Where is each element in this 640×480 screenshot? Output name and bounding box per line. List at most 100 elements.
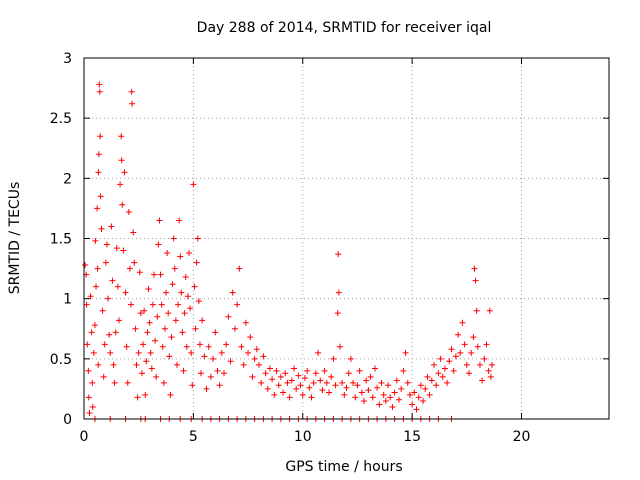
data-point (114, 283, 121, 290)
data-point (358, 389, 365, 396)
y-tick-label: 2 (63, 171, 72, 187)
y-tick-label: 0 (63, 412, 72, 428)
data-point (356, 367, 363, 374)
data-point (158, 301, 165, 308)
data-point (193, 259, 200, 266)
data-point (402, 349, 409, 356)
data-point (140, 341, 147, 348)
data-point (136, 269, 143, 276)
data-point (106, 331, 113, 338)
y-tick-label: 2.5 (50, 111, 72, 127)
data-point (472, 277, 479, 284)
data-point (286, 394, 293, 401)
data-point (153, 373, 160, 380)
data-point (120, 247, 127, 254)
data-point (163, 289, 170, 296)
data-point (354, 382, 361, 389)
data-point (172, 317, 179, 324)
data-point (295, 372, 302, 379)
data-point (413, 406, 420, 413)
data-point (481, 355, 488, 362)
data-point (280, 389, 287, 396)
data-point (282, 370, 289, 377)
data-point (271, 391, 278, 398)
data-point (107, 349, 114, 356)
data-point (398, 385, 405, 392)
data-point (157, 271, 164, 278)
data-point (149, 301, 156, 308)
data-point (110, 361, 117, 368)
data-point (468, 349, 475, 356)
data-point (473, 307, 480, 314)
data-point (124, 379, 131, 386)
data-point (264, 385, 271, 392)
data-point (304, 367, 311, 374)
data-point (123, 343, 130, 350)
data-point (350, 379, 357, 386)
data-point (347, 355, 354, 362)
data-point (411, 389, 418, 396)
data-point (187, 305, 194, 312)
data-point (450, 367, 457, 374)
data-point (435, 370, 442, 377)
data-point (89, 379, 96, 386)
data-point (374, 384, 381, 391)
data-point (426, 391, 433, 398)
data-point (121, 169, 128, 176)
data-point (236, 265, 243, 272)
data-point (154, 313, 161, 320)
data-point (151, 271, 157, 278)
data-point (297, 382, 304, 389)
data-point (152, 337, 159, 344)
data-point (85, 367, 92, 374)
data-point (86, 409, 93, 416)
data-point (168, 334, 175, 341)
data-point (376, 401, 383, 408)
data-point (182, 274, 189, 281)
data-point (173, 361, 180, 368)
data-point (95, 151, 102, 158)
data-point (166, 353, 173, 360)
data-point (159, 343, 166, 350)
data-point (315, 349, 322, 356)
data-point (343, 384, 350, 391)
data-point (91, 322, 98, 329)
data-point (369, 394, 376, 401)
data-point (284, 379, 291, 386)
data-point (125, 209, 132, 216)
data-point (275, 382, 282, 389)
data-point (231, 325, 238, 332)
data-point (273, 367, 280, 374)
data-point (448, 346, 455, 353)
data-point (334, 310, 341, 317)
data-point (160, 379, 167, 386)
data-point (306, 384, 313, 391)
data-point (95, 361, 102, 368)
data-point (424, 373, 431, 380)
data-point (466, 370, 472, 377)
data-point (256, 361, 262, 368)
data-point (476, 361, 483, 368)
data-point (400, 367, 407, 374)
data-point (85, 394, 92, 401)
data-point (103, 241, 110, 248)
data-point (330, 355, 337, 362)
data-point (251, 355, 258, 362)
data-point (422, 385, 429, 392)
data-point (181, 310, 188, 317)
data-point (433, 382, 440, 389)
data-point (238, 343, 245, 350)
data-point (90, 349, 97, 356)
data-point (218, 349, 225, 356)
data-point (452, 353, 459, 360)
data-point (179, 329, 186, 336)
data-point (234, 301, 241, 308)
data-point (437, 355, 444, 362)
data-point (308, 394, 315, 401)
data-point (389, 403, 396, 410)
data-point (96, 88, 103, 95)
data-point (249, 373, 256, 380)
data-point (269, 376, 276, 383)
data-point (459, 319, 466, 326)
